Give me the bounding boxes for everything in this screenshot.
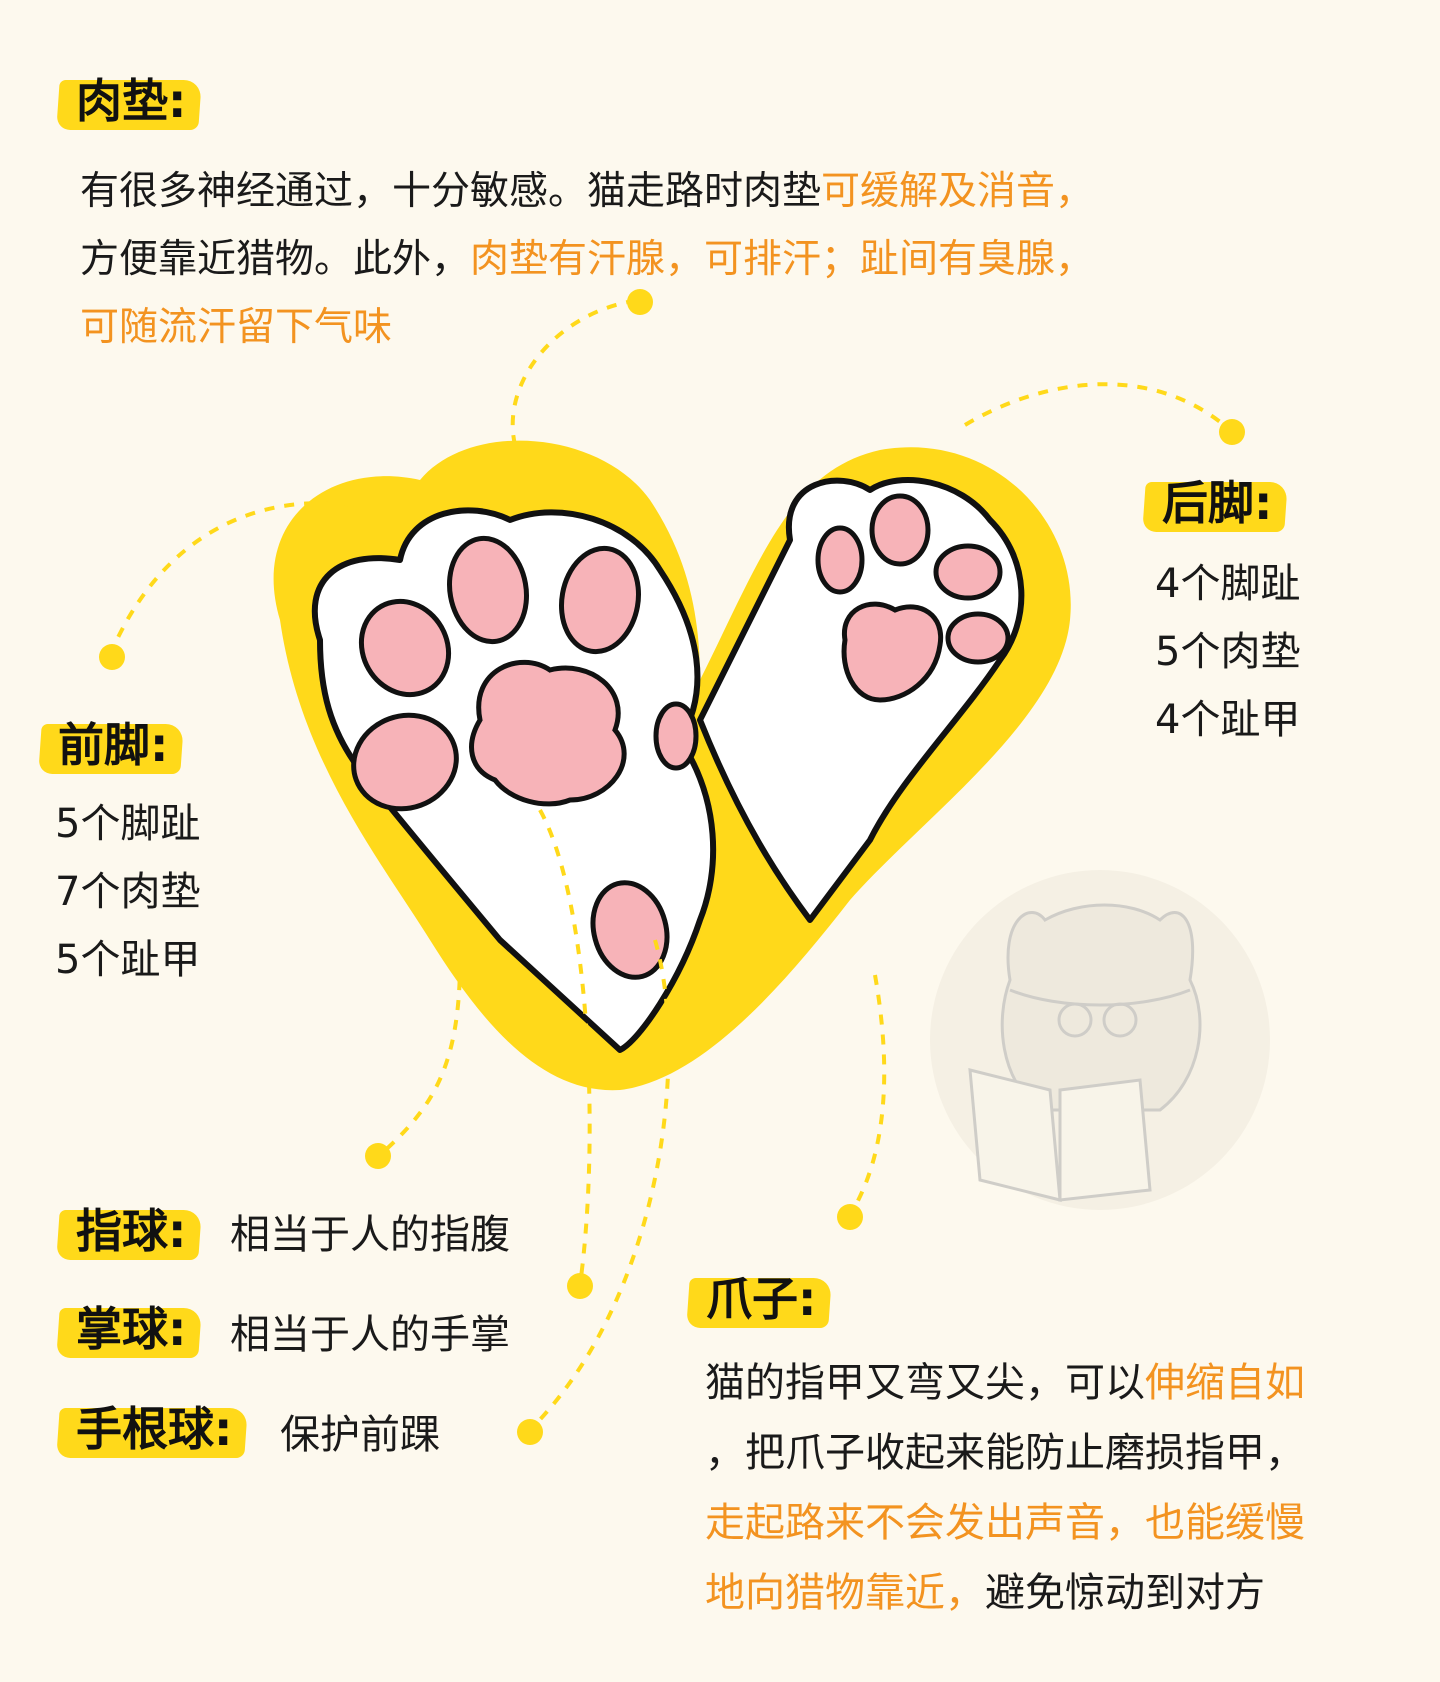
leader-dots: [99, 289, 1245, 1445]
wrist-ball-heading: 手根球:: [58, 1396, 246, 1462]
front-feet-pads: 7个肉垫: [55, 869, 201, 915]
claws-text-2: ，把爪子收起来能防止磨损指甲，: [705, 1430, 1305, 1476]
front-feet-toes: 5个脚趾: [55, 801, 201, 847]
claws-text-1: 猫的指甲又弯又尖，可以: [705, 1360, 1145, 1406]
pad-description: 有很多神经通过，十分敏感。猫走路时肉垫可缓解及消音， 方便靠近猎物。此外，肉垫有…: [80, 158, 1380, 362]
toe-ball-heading: 指球:: [58, 1198, 200, 1264]
pad-text-1-highlight: 可缓解及消音，: [821, 169, 1095, 214]
wrist-ball-desc: 保护前踝: [280, 1412, 440, 1458]
claws-text-4: 避免惊动到对方: [985, 1570, 1265, 1616]
hind-paw: [697, 477, 1025, 923]
pad-heading: 肉垫:: [58, 68, 200, 134]
front-feet-heading: 前脚:: [40, 712, 182, 778]
pad-text-1: 有很多神经通过，十分敏感。猫走路时肉垫: [80, 169, 822, 214]
hind-feet-heading: 后脚:: [1144, 470, 1286, 536]
reading-cat-watermark: [930, 870, 1270, 1210]
palm-ball-desc: 相当于人的手掌: [230, 1312, 510, 1358]
pad-text-2: 方便靠近猎物。此外，: [80, 237, 471, 282]
toe-ball-desc: 相当于人的指腹: [230, 1212, 510, 1258]
claws-text-3-highlight: 走起路来不会发出声音，也能缓慢: [705, 1500, 1305, 1546]
front-feet-list: 5个脚趾 7个肉垫 5个趾甲: [55, 790, 200, 994]
hind-feet-pads: 5个肉垫: [1155, 629, 1301, 675]
front-feet-claws: 5个趾甲: [55, 937, 201, 983]
front-paw: [311, 507, 717, 1053]
pad-text-3-highlight: 可随流汗留下气味: [80, 305, 393, 350]
hind-feet-claws: 4个趾甲: [1155, 697, 1301, 743]
claws-text-4-highlight: 地向猎物靠近，: [705, 1570, 985, 1616]
palm-ball-heading: 掌球:: [58, 1296, 200, 1362]
claws-text-1-highlight: 伸缩自如: [1145, 1360, 1305, 1406]
hind-feet-list: 4个脚趾 5个肉垫 4个趾甲: [1155, 550, 1300, 754]
leader-lines: [108, 298, 1232, 1432]
claws-heading: 爪子:: [688, 1266, 830, 1332]
pad-text-2-highlight: 肉垫有汗腺，可排汗；趾间有臭腺，: [470, 237, 1095, 282]
claws-description: 猫的指甲又弯又尖，可以伸缩自如 ，把爪子收起来能防止磨损指甲， 走起路来不会发出…: [705, 1348, 1435, 1628]
hind-feet-toes: 4个脚趾: [1155, 561, 1301, 607]
